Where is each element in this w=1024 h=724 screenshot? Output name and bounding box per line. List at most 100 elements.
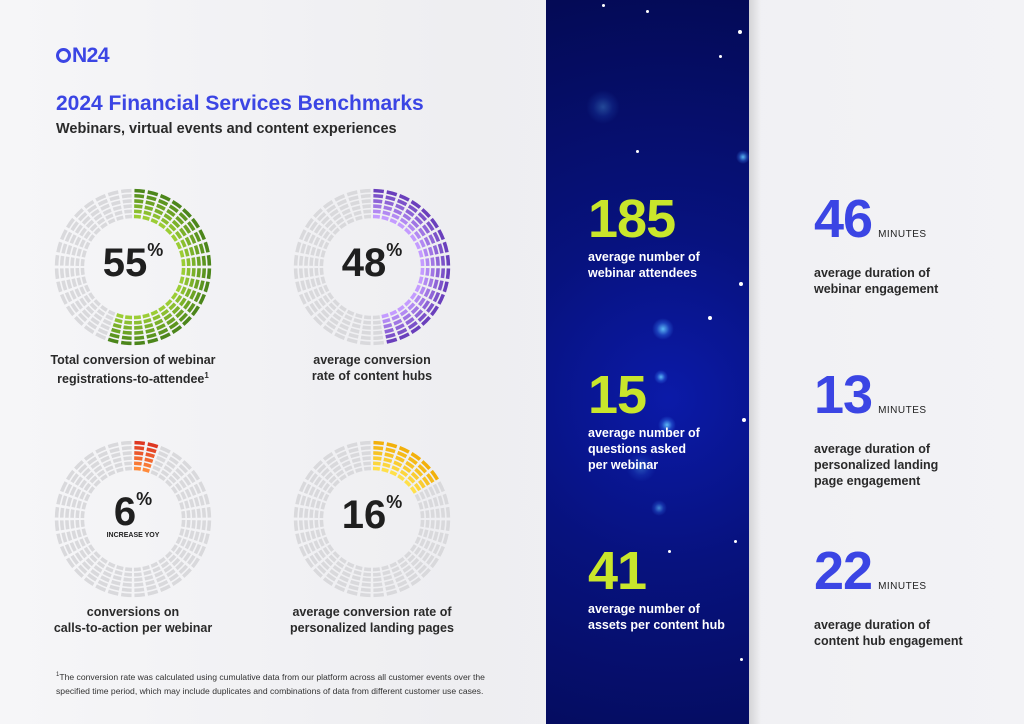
stat-label: average number of assets per content hub <box>588 601 725 633</box>
donut-segment-empty <box>95 194 107 202</box>
caption-line: Total conversion of webinar <box>50 353 216 367</box>
donut-segment-empty <box>109 584 120 591</box>
panel-shadow <box>749 0 761 724</box>
donut-segment-empty <box>298 507 304 518</box>
page-subtitle: Webinars, virtual events and content exp… <box>56 121 397 137</box>
donut-segment-filled <box>168 204 179 213</box>
donut-segment-empty <box>335 308 345 317</box>
donut-segment-empty <box>351 322 361 329</box>
donut-segment-filled <box>171 305 181 315</box>
donut-segment-filled <box>395 323 405 331</box>
donut-segment-empty <box>298 268 304 279</box>
donut-segment-empty <box>327 234 335 242</box>
donut-segment-empty <box>335 469 345 478</box>
donut-segment-empty <box>313 552 322 562</box>
donut-segment-filled <box>397 198 408 207</box>
caption-line: average conversion rate of <box>292 605 452 619</box>
donut-segment-empty <box>80 258 85 267</box>
donut-segment-empty <box>350 579 360 586</box>
donut-segment-filled <box>174 294 183 304</box>
donut-segment-empty <box>116 215 124 221</box>
donut-segment-empty <box>203 533 210 545</box>
donut-segment-filled <box>175 215 185 225</box>
donut-segment-empty <box>109 195 120 202</box>
donut-segment-filled <box>383 205 393 212</box>
donut-segment-empty <box>158 450 169 459</box>
donut-segment-empty <box>66 217 75 229</box>
donut-segment-filled <box>397 450 408 459</box>
donut-segment-filled <box>109 332 120 339</box>
donut-segment-empty <box>323 536 330 545</box>
donut-segment-empty <box>116 565 124 571</box>
donut-segment-filled <box>381 215 389 221</box>
stat-questions-asked: 15 average number of questions asked per w… <box>588 368 700 473</box>
donut-segment-empty <box>361 330 371 335</box>
donut-segment-empty <box>84 493 91 502</box>
caption-line: calls-to-action per webinar <box>53 621 213 635</box>
donut-segment-empty <box>442 533 449 545</box>
bokeh-light <box>654 370 668 384</box>
donut-segment-empty <box>81 528 87 536</box>
donut-segment-filled <box>383 322 393 329</box>
donut-segment-filled <box>373 445 384 451</box>
donut-segment-filled <box>179 297 187 307</box>
donut-segment-empty <box>419 491 426 500</box>
donut-segment-filled <box>193 245 200 255</box>
donut-segment-empty <box>150 561 159 568</box>
donut-segment-empty <box>83 325 95 334</box>
donut-segment-filled <box>180 286 187 295</box>
donut-segment-empty <box>339 556 347 564</box>
donut-segment-empty <box>71 498 78 508</box>
donut-segment-empty <box>102 460 112 468</box>
donut-segment-empty <box>201 520 207 531</box>
donut-segment-empty <box>64 292 73 303</box>
donut-segment-empty <box>437 495 444 506</box>
donut-segment-filled <box>432 231 441 242</box>
donut-segment-empty <box>334 584 346 592</box>
donut-segment-filled <box>133 466 142 471</box>
donut-segment-filled <box>382 210 391 216</box>
donut-segment-empty <box>360 587 371 593</box>
donut-segment-filled <box>395 203 405 211</box>
donut-segment-filled <box>373 209 381 214</box>
donut-segment-empty <box>341 208 351 216</box>
donut-segment-empty <box>96 217 106 226</box>
donut-segment-filled <box>158 327 169 336</box>
donut-segment-empty <box>373 592 385 598</box>
donut-segment-empty <box>66 279 73 289</box>
stat-unit: MINUTES <box>878 405 927 416</box>
donut-segment-empty <box>305 469 314 481</box>
donut-segment-empty <box>332 551 340 559</box>
donut-segment-empty <box>74 540 82 550</box>
donut-segment-empty <box>423 529 429 538</box>
donut-segment-empty <box>348 447 359 454</box>
donut-segment-empty <box>391 566 400 573</box>
donut-segment-empty <box>397 556 405 564</box>
donut-segment-empty <box>70 509 75 518</box>
donut-segment-empty <box>322 294 331 304</box>
donut-segment-empty <box>323 284 330 293</box>
donut-segment-empty <box>373 572 381 577</box>
donut-segment-empty <box>56 533 63 545</box>
donut-segment-filled <box>134 340 146 346</box>
donut-segment-filled <box>435 268 440 278</box>
donut-segment-empty <box>87 573 98 582</box>
donut-segment-empty <box>83 452 95 461</box>
donut-segment-empty <box>60 229 68 241</box>
donut-segment-empty <box>305 497 312 507</box>
stat-label-line: questions asked <box>588 442 686 456</box>
donut-segment-empty <box>410 577 422 586</box>
donut-segment-filled <box>206 254 212 266</box>
donut-segment-empty <box>319 519 324 528</box>
donut-segment-filled <box>407 475 416 484</box>
donut-segment-empty <box>61 243 68 254</box>
donut-segment-empty <box>166 460 176 469</box>
donut-segment-filled <box>133 315 142 320</box>
donut-segment-empty <box>393 570 403 578</box>
donut-segment-filled <box>150 218 159 225</box>
donut-segment-empty <box>69 290 77 300</box>
donut-segment-empty <box>59 507 65 518</box>
star-dot <box>742 418 746 422</box>
donut-segment-filled <box>147 337 159 344</box>
donut-segment-empty <box>189 542 197 552</box>
